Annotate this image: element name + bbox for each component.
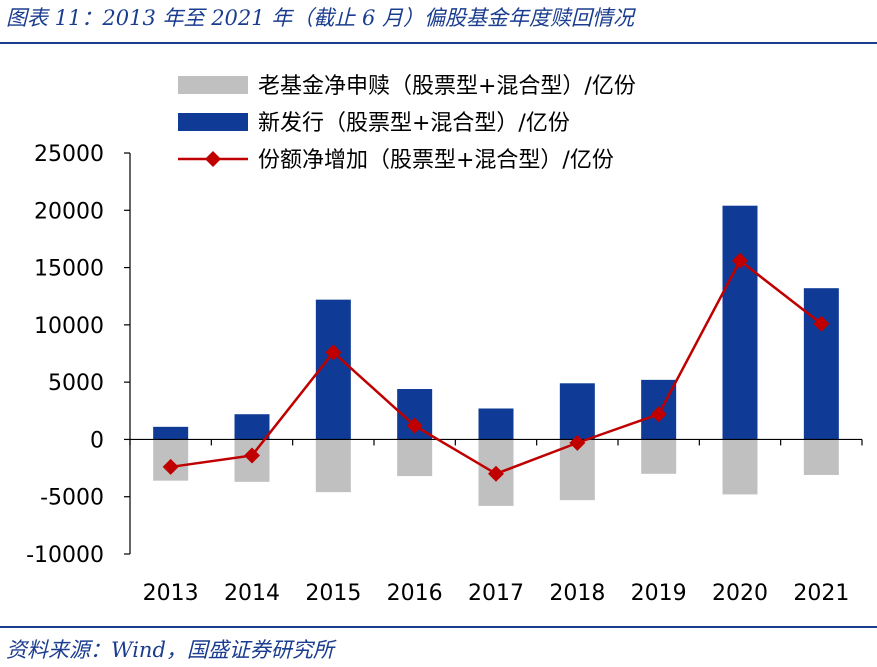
chart: 老基金净申赎（股票型+混合型）/亿份新发行（股票型+混合型）/亿份份额净增加（股…	[26, 74, 863, 606]
source-note: 资料来源：Wind，国盛证券研究所	[6, 638, 334, 662]
net-increase-marker-2019	[650, 406, 667, 423]
x-tick-label-2013: 2013	[143, 581, 199, 606]
net-increase-marker-2015	[325, 344, 342, 361]
x-tick-label-2018: 2018	[549, 581, 605, 606]
legend-label-2: 份额净增加（股票型+混合型）/亿份	[258, 148, 614, 173]
y-tick-label: 20000	[34, 199, 104, 224]
old-fund-bar-2015	[315, 439, 351, 493]
new-issue-bar-2015	[315, 299, 351, 440]
legend-swatch-0	[178, 76, 248, 94]
series-old-fund-bars	[153, 439, 839, 506]
new-issue-bar-2021	[803, 288, 839, 440]
x-tick-label-2021: 2021	[793, 581, 849, 606]
new-issue-bar-2017	[478, 408, 514, 440]
old-fund-bar-2021	[803, 439, 839, 475]
x-tick-label-2014: 2014	[224, 581, 280, 606]
legend-label-0: 老基金净申赎（股票型+混合型）/亿份	[258, 74, 636, 99]
title-rule	[0, 42, 877, 44]
net-increase-marker-2021	[813, 315, 830, 332]
net-increase-marker-2016	[406, 417, 423, 434]
legend-label-1: 新发行（股票型+混合型）/亿份	[258, 111, 570, 136]
old-fund-bar-2019	[641, 439, 677, 474]
legend-swatch-1	[178, 113, 248, 131]
source-rule	[0, 626, 877, 628]
y-tick-label: -10000	[26, 543, 104, 568]
net-increase-marker-2013	[162, 458, 179, 475]
x-tick-label-2015: 2015	[305, 581, 361, 606]
y-axis: 25000 20000 15000 10000 5000 0 -5000 -10000	[26, 142, 131, 568]
new-issue-bar-2013	[153, 426, 189, 440]
new-issue-bar-2018	[559, 383, 595, 440]
series-net-increase-line	[162, 252, 830, 482]
x-tick-label-2019: 2019	[631, 581, 687, 606]
legend-marker-2	[205, 151, 221, 167]
x-tick-label-2020: 2020	[712, 581, 768, 606]
net-increase-marker-2014	[244, 447, 260, 464]
y-tick-label: 15000	[34, 257, 104, 282]
y-tick-label: 5000	[48, 371, 104, 396]
net-increase-marker-2020	[732, 252, 748, 269]
net-increase-marker-2018	[569, 434, 586, 451]
series-new-issue-bars	[153, 205, 839, 440]
y-tick-label: 10000	[34, 314, 104, 339]
y-tick-label: 0	[90, 428, 104, 453]
old-fund-bar-2016	[397, 439, 433, 477]
x-tick-label-2017: 2017	[468, 581, 524, 606]
old-fund-bar-2020	[722, 439, 758, 495]
x-tick-label-2016: 2016	[387, 581, 443, 606]
legend: 老基金净申赎（股票型+混合型）/亿份新发行（股票型+混合型）/亿份份额净增加（股…	[178, 74, 636, 173]
figure-title: 图表 11：2013 年至 2021 年（截止 6 月）偏股基金年度赎回情况	[6, 6, 635, 30]
new-issue-bar-2020	[722, 205, 758, 440]
y-tick-label: 25000	[34, 142, 104, 167]
x-axis: 2013 2014 2015 2016 2017 2018 2019 2020 2021	[129, 438, 863, 606]
new-issue-bar-2014	[234, 414, 270, 440]
net-increase-marker-2017	[488, 465, 504, 482]
y-tick-label: -5000	[40, 486, 104, 511]
